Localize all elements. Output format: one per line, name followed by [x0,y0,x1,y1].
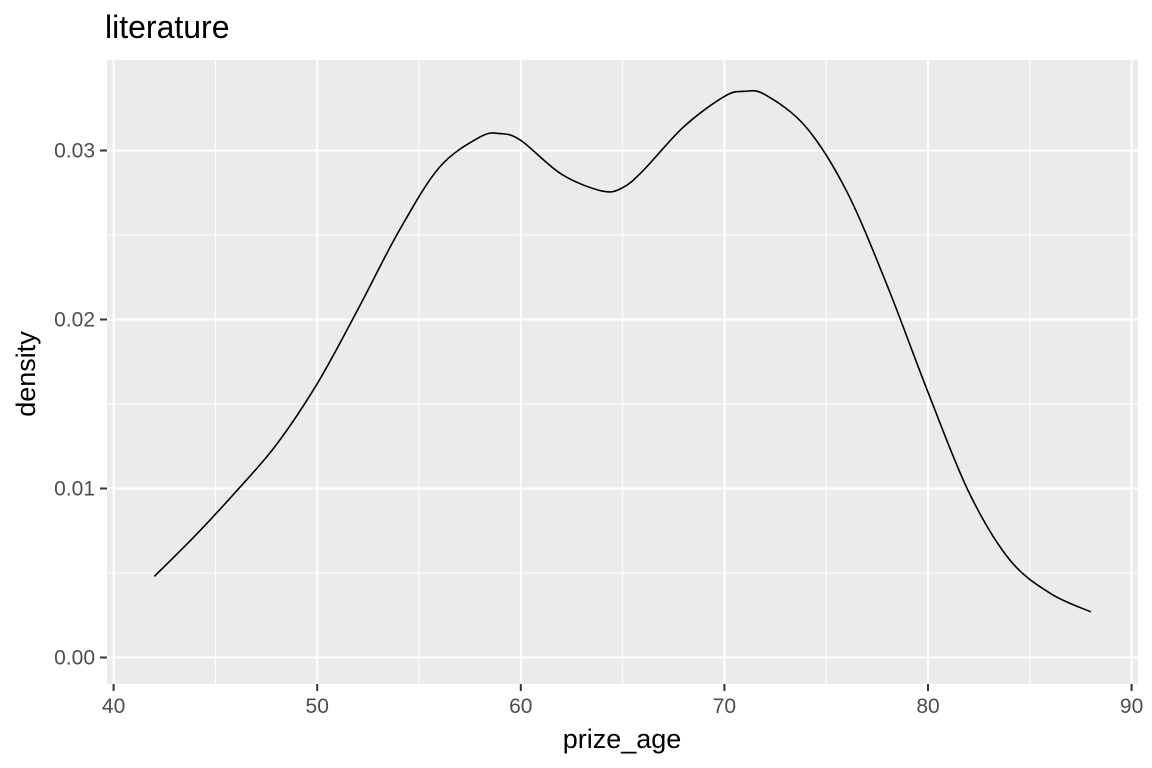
y-tick-label: 0.03 [54,140,95,163]
y-tick-label: 0.01 [54,478,95,501]
chart-title: literature [105,9,230,45]
x-tick-label: 90 [1120,695,1143,718]
minor-gridlines [107,60,1138,684]
x-tick-label: 60 [509,695,532,718]
y-tick-label: 0.00 [54,647,95,670]
y-axis-title: density [11,331,41,417]
y-axis-ticks: 0.00 0.01 0.02 0.03 [54,140,107,670]
y-tick-label: 0.02 [54,309,95,332]
major-gridlines [107,60,1138,684]
x-axis-ticks: 40 50 60 70 80 90 [102,684,1143,718]
x-tick-label: 80 [916,695,939,718]
x-axis-title: prize_age [563,724,682,754]
x-tick-label: 50 [306,695,329,718]
x-tick-label: 40 [102,695,125,718]
x-tick-label: 70 [713,695,736,718]
density-curve [153,89,1092,613]
